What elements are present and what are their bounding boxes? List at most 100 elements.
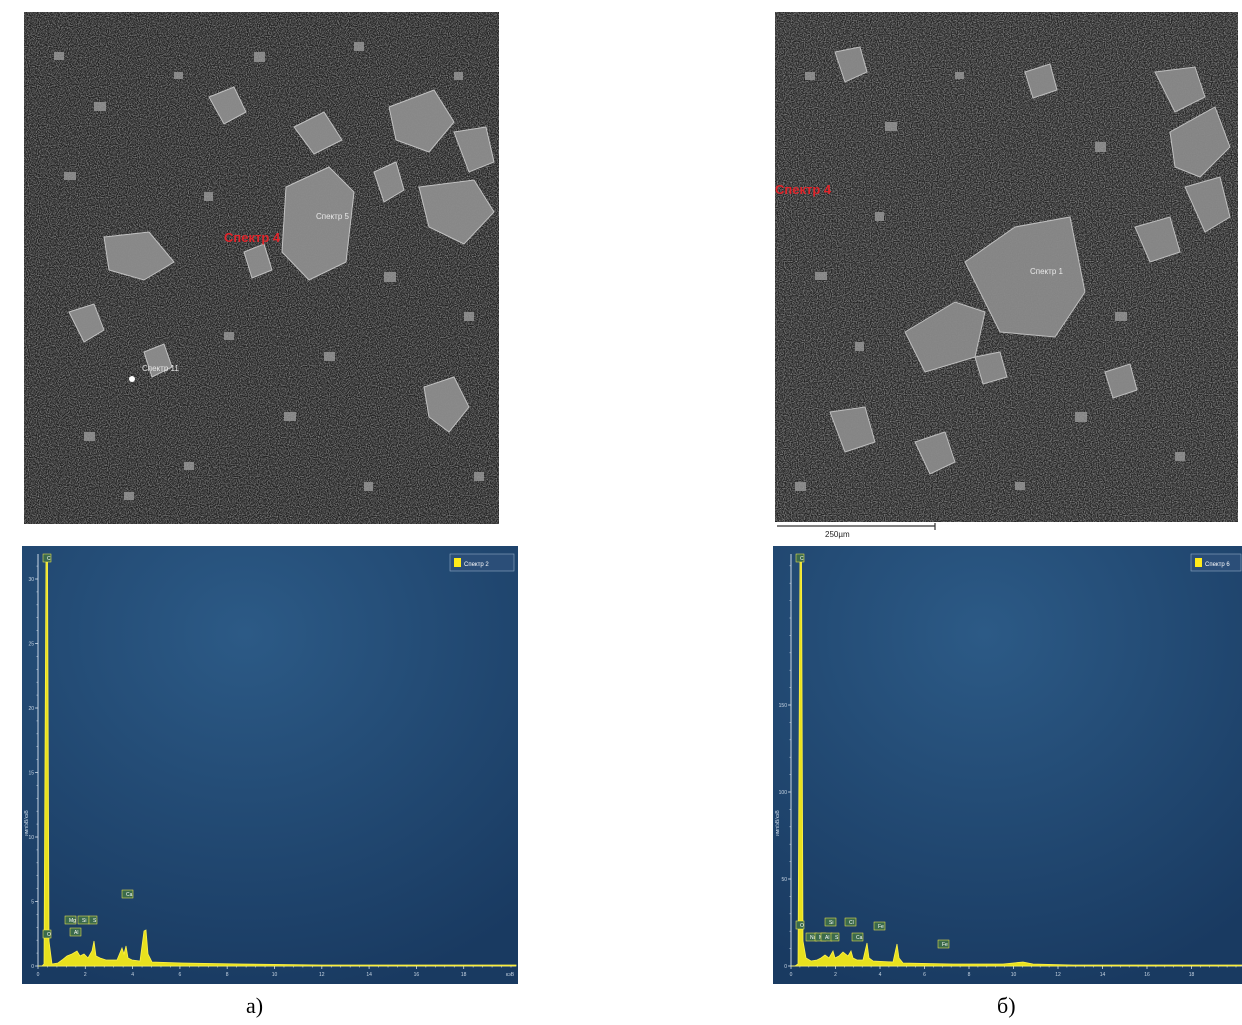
sem-small-particles-a: [54, 42, 484, 500]
eds-peak-label-box: [795, 553, 805, 563]
eds-x-tick-label: 6: [923, 972, 926, 978]
caption-b: б): [997, 993, 1016, 1018]
eds-peak-label: Al: [825, 935, 829, 941]
eds-peak-label: Na: [810, 935, 817, 941]
eds-x-tick-label: 16: [414, 972, 420, 978]
eds-ylabel-a: имп/эВ/кэВ: [24, 810, 30, 836]
eds-y-tick-label: 5: [31, 900, 34, 906]
eds-legend-b: Спектр 6: [1190, 553, 1242, 572]
eds-spectrum-curve-a: [38, 555, 517, 967]
eds-peak-label-box: [851, 932, 864, 942]
eds-x-tick-label: 0: [37, 972, 40, 978]
eds-peak-label: Ca: [856, 935, 863, 941]
eds-x-tick-label: 16: [1144, 972, 1150, 978]
sem-scalebar-strip-b: 250µm: [775, 522, 1238, 540]
sem-label-spectrum-4-b: Спектр 4: [775, 182, 832, 197]
eds-peak-label: Ca: [126, 892, 133, 898]
eds-x-unit-a: кэВ: [506, 972, 515, 978]
eds-peak-labels-a: C O Mg Al Si S Ca: [42, 553, 134, 939]
eds-peak-label-box: [121, 889, 134, 899]
eds-peak-label-box: [830, 932, 840, 942]
sem-label-spectrum-11-a: Спектр 11: [142, 364, 179, 373]
eds-y-tick-label: 25: [28, 642, 34, 648]
eds-plot-background-b: [773, 546, 1242, 984]
eds-x-tick-label: 18: [1189, 972, 1195, 978]
eds-peak-label: Si: [82, 918, 86, 924]
eds-y-ticks-a: 0 5 10 15 20 25 30: [28, 565, 38, 970]
eds-y-tick-label: 0: [784, 964, 787, 970]
eds-peak-label-box: [88, 915, 98, 925]
eds-y-tick-label: 10: [28, 835, 34, 841]
eds-x-tick-label: 8: [226, 972, 229, 978]
sem-label-spectrum-5-a: Спектр 5: [316, 212, 349, 221]
sem-particles-b: [829, 46, 1231, 475]
eds-y-tick-label: 30: [28, 577, 34, 583]
eds-peak-label: Si: [829, 920, 833, 926]
eds-peak-label-box: [824, 917, 837, 927]
eds-peak-labels-b: CONaMgAlSiSClCaFeFe: [795, 553, 950, 949]
eds-peak-label-box: [795, 920, 805, 930]
eds-x-tick-label: 14: [1100, 972, 1106, 978]
eds-peak-label-box: [937, 939, 950, 949]
eds-y-ticks-b: 0 50 100 150: [779, 565, 791, 970]
eds-x-tick-label: 10: [1011, 972, 1017, 978]
eds-y-tick-label: 15: [28, 771, 34, 777]
eds-peak-label: Al: [74, 930, 78, 936]
caption-a: а): [246, 993, 264, 1018]
sem-image-a-canvas: Спектр 4 Спектр 5 Спектр 11: [24, 12, 499, 524]
eds-x-tick-label: 6: [179, 972, 182, 978]
eds-peak-label: O: [800, 923, 804, 929]
eds-peak-label: Fe: [942, 942, 948, 948]
eds-y-tick-label: 150: [779, 703, 788, 709]
sem-label-spectrum-1-b: Спектр 1: [1030, 267, 1063, 276]
sem-marker-a: [129, 376, 135, 382]
eds-spectrum-a: имп/эВ/кэВ Спектр 2 0 5 10 15 20 25 30 0 2 4 6 8 10…: [22, 546, 518, 984]
eds-y-tick-label: 0: [31, 964, 34, 970]
eds-ylabel-b: имп/эВ/кэВ: [775, 810, 781, 836]
eds-x-tick-label: 4: [879, 972, 882, 978]
sem-small-particles-b: [795, 72, 1185, 491]
eds-y-tick-label: 100: [779, 790, 788, 796]
eds-x-tick-label: 14: [366, 972, 372, 978]
eds-peak-label: Mg: [69, 918, 76, 924]
eds-x-tick-label: 12: [319, 972, 325, 978]
eds-plot-background-a: [22, 546, 518, 984]
eds-peak-label-box: [873, 921, 886, 931]
eds-peak-label: S: [93, 918, 97, 924]
eds-x-tick-label: 2: [834, 972, 837, 978]
sem-label-spectrum-4-a: Спектр 4: [224, 230, 281, 245]
eds-peak-label: O: [47, 932, 51, 938]
eds-peak-label-box: [844, 917, 857, 927]
sem-image-b: Спектр 4 Спектр 1: [775, 12, 1238, 522]
eds-peak-label-box: [42, 929, 52, 939]
sem-image-b-canvas: Спектр 4 Спектр 1: [775, 12, 1238, 522]
eds-peak-label: Fe: [878, 924, 884, 930]
eds-legend-label-b: Спектр 6: [1205, 562, 1230, 568]
eds-x-tick-label: 12: [1055, 972, 1061, 978]
eds-x-tick-label: 10: [272, 972, 278, 978]
sem-scalebar-b: 250µm: [777, 523, 936, 539]
eds-peak-label-box: [69, 927, 82, 937]
eds-peak-label: S: [835, 935, 839, 941]
eds-legend-a: Спектр 2: [449, 553, 515, 572]
sem-image-a: Спектр 4 Спектр 5 Спектр 11: [24, 12, 499, 524]
eds-x-tick-label: 0: [790, 972, 793, 978]
eds-spectrum-curve-b: [791, 555, 1242, 967]
eds-peak-label-box: [64, 915, 77, 925]
eds-peak-label: Cl: [849, 920, 854, 926]
eds-x-ticks-a: 0 2 4 6 8 10 12 14 16 18: [37, 966, 512, 978]
eds-peak-label: C: [47, 556, 51, 562]
eds-peak-label: C: [800, 556, 804, 562]
eds-spectrum-a-canvas: имп/эВ/кэВ Спектр 2 0 5 10 15 20 25 30 0 2 4 6 8 10…: [22, 546, 518, 984]
eds-spectrum-b: имп/эВ/кэВ Спектр 6 0 50 100 150 0 2 4 6 8 10 12 1…: [773, 546, 1242, 984]
eds-x-tick-label: 18: [461, 972, 467, 978]
eds-peak-label-box: [42, 553, 52, 563]
eds-x-tick-label: 4: [131, 972, 134, 978]
eds-y-tick-label: 20: [28, 706, 34, 712]
sem-particles-a: [68, 86, 495, 433]
eds-x-tick-label: 8: [968, 972, 971, 978]
eds-y-tick-label: 50: [781, 877, 787, 883]
eds-spectrum-b-canvas: имп/эВ/кэВ Спектр 6 0 50 100 150 0 2 4 6 8 10 12 1…: [773, 546, 1242, 984]
eds-x-tick-label: 2: [84, 972, 87, 978]
sem-scalebar-label-b: 250µm: [825, 530, 850, 539]
